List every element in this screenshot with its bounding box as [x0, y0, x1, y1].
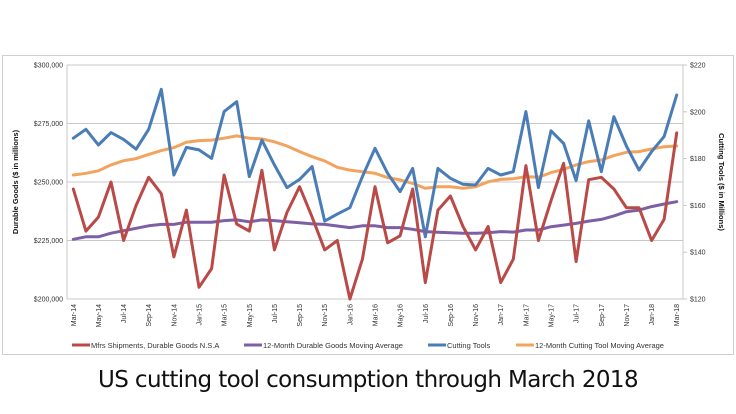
left-tick-label: $250,000 — [34, 180, 63, 187]
x-axis-ticks: Mar-14 May-14 Jul-14 Sep-14 Nov-14 Jan-15 Mar-… — [71, 304, 681, 327]
left-axis-label: Durable Goods ($ in millions) — [11, 129, 20, 234]
x-tick-label: Sep-15 — [297, 304, 304, 327]
x-tick-label: Nov-15 — [322, 304, 329, 327]
x-tick-label: Jul-15 — [272, 304, 279, 323]
x-tick-label: Nov-14 — [171, 304, 178, 327]
x-tick-label: Jan-16 — [347, 304, 354, 326]
right-tick-label: $160 — [690, 203, 706, 210]
legend-item: 12-Month Durable Goods Moving Average — [244, 341, 403, 350]
right-tick-label: $180 — [690, 156, 706, 163]
x-tick-label: Nov-17 — [624, 304, 631, 327]
right-tick-label: $140 — [690, 250, 706, 257]
x-tick-label: May-15 — [247, 304, 254, 327]
series-line-1 — [71, 200, 679, 241]
right-tick-label: $200 — [690, 109, 706, 116]
x-tick-label: Mar-15 — [222, 304, 229, 326]
x-tick-label: May-16 — [398, 304, 405, 327]
x-tick-label: Mar-16 — [373, 304, 380, 326]
left-axis-ticks: $300,000 $275,000 $250,000 $225,000 $200,000 — [34, 63, 63, 304]
left-tick-label: $300,000 — [34, 63, 63, 70]
left-tick-label: $275,000 — [34, 121, 63, 128]
legend-label: Cutting Tools — [447, 341, 490, 350]
x-tick-label: Mar-18 — [674, 304, 681, 326]
legend-item: Mfrs Shipments, Durable Goods N.S.A — [72, 341, 219, 350]
x-tick-label: Sep-16 — [448, 304, 455, 327]
legend: Mfrs Shipments, Durable Goods N.S.A 12-Mo… — [72, 341, 664, 350]
x-tick-label: Sep-14 — [146, 304, 153, 327]
x-tick-label: Nov-16 — [473, 304, 480, 327]
right-tick-label: $220 — [690, 63, 706, 70]
x-tick-label: Mar-17 — [523, 304, 530, 326]
x-tick-label: Mar-14 — [71, 304, 78, 326]
right-tick-label: $120 — [690, 297, 706, 304]
legend-label: Mfrs Shipments, Durable Goods N.S.A — [91, 341, 219, 350]
x-tick-label: Jan-17 — [498, 304, 505, 326]
chart-frame — [2, 55, 734, 355]
right-axis-label: Cutting Tools ($ in Millions) — [717, 133, 726, 231]
x-tick-label: May-14 — [96, 304, 103, 327]
x-tick-label: Jul-17 — [574, 304, 581, 323]
series-line-2 — [71, 87, 679, 239]
series-lines — [71, 87, 679, 301]
x-tick-label: Jan-15 — [197, 304, 204, 326]
right-axis-ticks: $220 $200 $180 $160 $140 $120 — [683, 63, 706, 304]
x-tick-label: Sep-17 — [599, 304, 606, 327]
legend-label: 12-Month Durable Goods Moving Average — [263, 341, 403, 350]
series-line-0 — [71, 131, 679, 301]
caption: US cutting tool consumption through Marc… — [97, 367, 639, 393]
x-tick-label: Jul-16 — [423, 304, 430, 323]
series-line-3 — [71, 134, 679, 190]
legend-label: 12-Month Cutting Tool Moving Average — [535, 341, 664, 350]
left-tick-label: $200,000 — [34, 297, 63, 304]
x-tick-label: Jul-14 — [121, 304, 128, 323]
gridlines — [66, 64, 684, 300]
left-tick-label: $225,000 — [34, 238, 63, 245]
legend-item: Cutting Tools — [428, 341, 490, 350]
x-tick-label: May-17 — [549, 304, 556, 327]
x-tick-label: Jan-18 — [649, 304, 656, 326]
legend-item: 12-Month Cutting Tool Moving Average — [516, 341, 664, 350]
